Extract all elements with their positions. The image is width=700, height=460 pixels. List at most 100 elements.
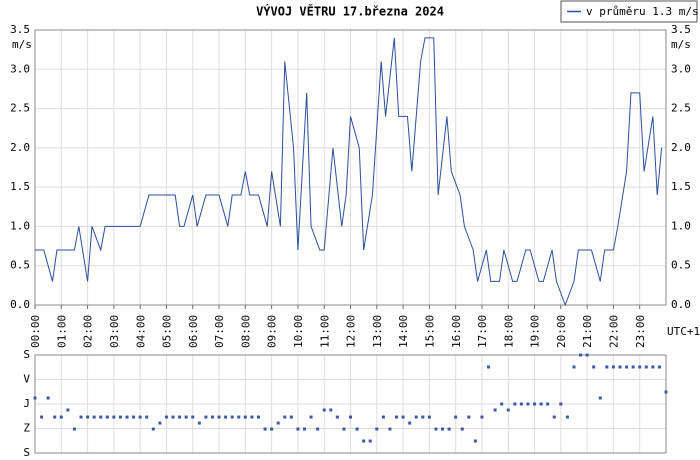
y-tick-label: 2.0 bbox=[10, 141, 30, 154]
direction-dot bbox=[395, 415, 399, 419]
direction-dot bbox=[210, 415, 214, 419]
y-tick-label: S bbox=[23, 348, 30, 361]
x-tick-label: 02:00 bbox=[82, 315, 95, 348]
direction-dot bbox=[605, 365, 609, 369]
y-tick-label: 3.0 bbox=[10, 62, 30, 75]
direction-dot bbox=[611, 365, 615, 369]
y-tick-label: 0.0 bbox=[10, 298, 30, 311]
direction-dot bbox=[493, 408, 497, 412]
direction-dot bbox=[112, 415, 116, 419]
direction-dot bbox=[276, 421, 280, 425]
direction-dot bbox=[572, 365, 576, 369]
direction-dot bbox=[224, 415, 228, 419]
x-tick-label: 21:00 bbox=[581, 315, 594, 348]
direction-dot bbox=[467, 415, 471, 419]
direction-dot bbox=[53, 415, 57, 419]
x-tick-label: 17:00 bbox=[476, 315, 489, 348]
direction-dot bbox=[585, 353, 589, 357]
direction-dot bbox=[250, 415, 254, 419]
direction-dot bbox=[92, 415, 96, 419]
direction-dot bbox=[375, 427, 379, 431]
direction-dot bbox=[480, 415, 484, 419]
x-tick-label: 15:00 bbox=[423, 315, 436, 348]
x-tick-label: 19:00 bbox=[529, 315, 542, 348]
y-axis-label: m/s bbox=[12, 38, 32, 51]
x-tick-label: 16:00 bbox=[450, 315, 463, 348]
direction-dot bbox=[559, 402, 563, 406]
direction-dot bbox=[513, 402, 517, 406]
x-tick-label: 01:00 bbox=[55, 315, 68, 348]
y-tick-label: 1.0 bbox=[10, 219, 30, 232]
x-tick-label: 00:00 bbox=[29, 315, 42, 348]
direction-dot bbox=[151, 427, 155, 431]
direction-dot bbox=[72, 427, 76, 431]
x-axis-label: UTC+1 bbox=[667, 325, 700, 338]
chart-title: VÝVOJ VĚTRU 17.března 2024 bbox=[256, 4, 444, 19]
direction-dot bbox=[434, 427, 438, 431]
direction-dot bbox=[335, 415, 339, 419]
direction-dot bbox=[401, 415, 405, 419]
direction-dot bbox=[230, 415, 234, 419]
direction-dot bbox=[178, 415, 182, 419]
y-tick-label: S bbox=[23, 446, 30, 459]
direction-dot bbox=[191, 415, 195, 419]
wind-speed-line bbox=[35, 37, 663, 307]
y-tick-label: Z bbox=[23, 422, 30, 435]
direction-dot bbox=[427, 415, 431, 419]
direction-dot bbox=[59, 415, 63, 419]
direction-dot bbox=[184, 415, 188, 419]
direction-dot bbox=[598, 396, 602, 400]
x-tick-label: 08:00 bbox=[239, 315, 252, 348]
direction-dot bbox=[158, 421, 162, 425]
direction-dot bbox=[270, 427, 274, 431]
direction-dot bbox=[638, 365, 642, 369]
y-tick-label-right: 2.0 bbox=[671, 141, 691, 154]
direction-dot bbox=[657, 365, 661, 369]
x-tick-label: 09:00 bbox=[266, 315, 279, 348]
direction-dot bbox=[408, 421, 412, 425]
direction-dot bbox=[651, 365, 655, 369]
direction-dot bbox=[322, 408, 326, 412]
direction-dot bbox=[592, 365, 596, 369]
x-tick-label: 07:00 bbox=[213, 315, 226, 348]
direction-dot bbox=[506, 408, 510, 412]
direction-dot bbox=[565, 415, 569, 419]
y-tick-label-right: 0.5 bbox=[671, 259, 691, 272]
direction-dot bbox=[631, 365, 635, 369]
y-tick-label-right: 1.5 bbox=[671, 180, 691, 193]
direction-dot bbox=[105, 415, 109, 419]
legend-label: v průměru 1.3 m/s bbox=[586, 5, 699, 18]
direction-dot bbox=[625, 365, 629, 369]
direction-dot bbox=[414, 415, 418, 419]
y-tick-label-right: 3.5 bbox=[671, 23, 691, 36]
direction-dot bbox=[237, 415, 241, 419]
direction-dot bbox=[664, 390, 668, 394]
direction-dot bbox=[421, 415, 425, 419]
direction-dot bbox=[526, 402, 530, 406]
direction-dot bbox=[164, 415, 168, 419]
direction-dot bbox=[349, 415, 352, 419]
direction-dot bbox=[99, 415, 103, 419]
direction-dot bbox=[197, 421, 201, 425]
direction-dot bbox=[132, 415, 136, 419]
direction-dot bbox=[473, 439, 477, 443]
direction-dot bbox=[500, 402, 504, 406]
direction-dot bbox=[217, 415, 221, 419]
x-tick-label: 10:00 bbox=[292, 315, 305, 348]
direction-dot bbox=[145, 415, 149, 419]
direction-dot bbox=[66, 408, 70, 412]
y-tick-label: 0.5 bbox=[10, 259, 30, 272]
direction-dot bbox=[204, 415, 208, 419]
y-tick-label: 3.5 bbox=[10, 23, 30, 36]
direction-dot bbox=[533, 402, 537, 406]
direction-dot bbox=[552, 415, 556, 419]
plot-frame bbox=[34, 29, 667, 306]
direction-dot bbox=[86, 415, 90, 419]
direction-dot bbox=[618, 365, 622, 369]
x-tick-label: 06:00 bbox=[187, 315, 200, 348]
x-tick-label: 20:00 bbox=[555, 315, 568, 348]
x-tick-label: 04:00 bbox=[134, 315, 147, 348]
direction-dot bbox=[171, 415, 175, 419]
direction-dot bbox=[79, 415, 83, 419]
